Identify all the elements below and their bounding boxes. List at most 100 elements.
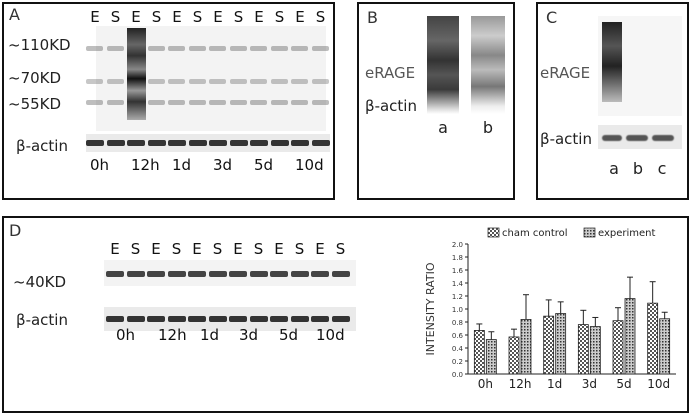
y-tick-label: 1.8 <box>452 254 463 262</box>
x-tick-label-10d: 10d <box>647 377 670 391</box>
panel-d-lane-7: S <box>253 240 264 258</box>
panel-c-actin-band-b <box>626 135 648 141</box>
bar-10d-1 <box>659 318 671 375</box>
panel-b-actin-label: β-actin <box>365 97 417 115</box>
marker-110kd: ~110KD <box>8 36 71 54</box>
panel-b-rage-label: eRAGE <box>365 64 416 82</box>
panel-a-actin-band <box>250 140 268 146</box>
panel-a-actin-band <box>209 140 227 146</box>
marker-40kd: ~40KD <box>13 273 67 291</box>
panel-a-band <box>250 100 267 105</box>
panel-a-band <box>147 79 165 84</box>
panel-a-actin-label: β-actin <box>16 137 68 155</box>
panel-a-actin-band <box>106 140 125 146</box>
panel-a-actin-band <box>270 140 289 146</box>
panel-d-timepoint-3d: 3d <box>239 326 259 344</box>
legend-swatch-1 <box>583 227 596 238</box>
panel-a-timepoint-3d: 3d <box>213 156 233 174</box>
panel-d-actin-band <box>167 316 186 322</box>
panel-a-timepoint-5d: 5d <box>254 156 274 174</box>
panel-a-band <box>291 100 308 105</box>
panel-d-actin-band <box>270 316 288 322</box>
panel-c-actin-label: β-actin <box>540 130 592 148</box>
panel-a-actin-band <box>86 140 104 146</box>
legend-label-1: experiment <box>598 228 656 239</box>
panel-a-band <box>311 100 329 105</box>
panel-d-band <box>106 271 124 277</box>
panel-a-timepoint-12h: 12h <box>131 156 160 174</box>
x-tick-label-12h: 12h <box>509 377 532 391</box>
panel-a-lane-10: E <box>295 8 305 26</box>
panel-a-band <box>250 79 267 84</box>
panel-d-lane-5: S <box>212 240 223 258</box>
panel-a-band <box>168 46 185 51</box>
bar-12h-0 <box>508 336 520 375</box>
panel-d-actin-band <box>290 316 309 322</box>
panel-d-actin-band <box>106 316 124 322</box>
panel-d-band <box>311 271 329 277</box>
bar-5d-0 <box>612 320 624 375</box>
panel-a-band <box>250 46 267 51</box>
y-tick-label: 0.4 <box>452 345 464 353</box>
panel-a-band <box>168 100 185 105</box>
panel-a-actin-band <box>311 140 330 146</box>
panel-d-band <box>229 271 247 277</box>
y-tick-label: 1.6 <box>452 267 464 275</box>
panel-a-lane-8: E <box>254 8 264 26</box>
panel-a-band <box>106 46 124 51</box>
y-tick-label: 0.8 <box>452 319 463 327</box>
panel-d-timepoint-5d: 5d <box>279 326 299 344</box>
panel-a-band <box>209 79 226 84</box>
panel-a-band <box>229 46 247 51</box>
panel-d-band <box>290 271 309 277</box>
panel-d-lane-11: S <box>335 240 346 258</box>
bar-0h-0 <box>473 330 485 375</box>
panel-a-timepoint-1d: 1d <box>172 156 192 174</box>
panel-a-band <box>106 79 124 84</box>
y-tick-label: 0.6 <box>452 332 464 340</box>
panel-a-lane-0: E <box>90 8 100 26</box>
y-tick-label: 1.4 <box>452 280 464 288</box>
panel-d-actin-band <box>188 316 206 322</box>
panel-d-band <box>167 271 186 277</box>
panel-a-timepoint-10d: 10d <box>295 156 324 174</box>
panel-d-lane-0: E <box>110 240 120 258</box>
panel-d-timepoint-12h: 12h <box>158 326 187 344</box>
gel-lane-b <box>471 16 505 114</box>
panel-d-actin-band <box>311 316 329 322</box>
panel-a-band <box>229 100 247 105</box>
panel-a-lane-1: S <box>110 8 121 26</box>
intensity-ratio-chart: 0.0 0.2 0.4 0.6 0.8 1.0 1.2 1.4 1.6 1.8 2.0 INTENSI… <box>424 227 676 391</box>
panel-d-band <box>331 271 350 277</box>
panel-d-timepoint-0h: 0h <box>116 326 136 344</box>
x-tick-label-1d: 1d <box>547 377 562 391</box>
panel-a-timepoint-0h: 0h <box>90 156 110 174</box>
panel-c-actin-band-c <box>652 135 674 141</box>
panel-a-band <box>188 79 206 84</box>
panel-d-actin-band <box>126 316 145 322</box>
panel-d-actin-band <box>229 316 247 322</box>
bar-0h-1 <box>485 339 497 375</box>
panel-a-band <box>188 46 206 51</box>
panel-a-actin-band <box>147 140 166 146</box>
panel-a-band <box>291 46 308 51</box>
panel-a-band <box>311 46 329 51</box>
gel-lane-a <box>427 16 459 114</box>
panel-d-lane-9: S <box>294 240 305 258</box>
panel-a-actin-band <box>188 140 207 146</box>
panel-d-band <box>249 271 268 277</box>
panel-d-band <box>208 271 227 277</box>
panel-a-actin-band <box>291 140 309 146</box>
panel-a-band <box>270 79 288 84</box>
panel-c-label: C <box>546 8 558 27</box>
panel-c-lane-b: b <box>632 159 644 178</box>
panel-a-band <box>147 46 165 51</box>
x-tick-label-5d: 5d <box>616 377 631 391</box>
bar-12h-1 <box>520 319 532 375</box>
panel-d-actin-label: β-actin <box>16 311 68 329</box>
bar-3d-0 <box>577 324 589 375</box>
panel-a-actin-blot <box>86 134 330 152</box>
panel-d-band <box>126 271 145 277</box>
panel-a-band <box>86 46 103 51</box>
